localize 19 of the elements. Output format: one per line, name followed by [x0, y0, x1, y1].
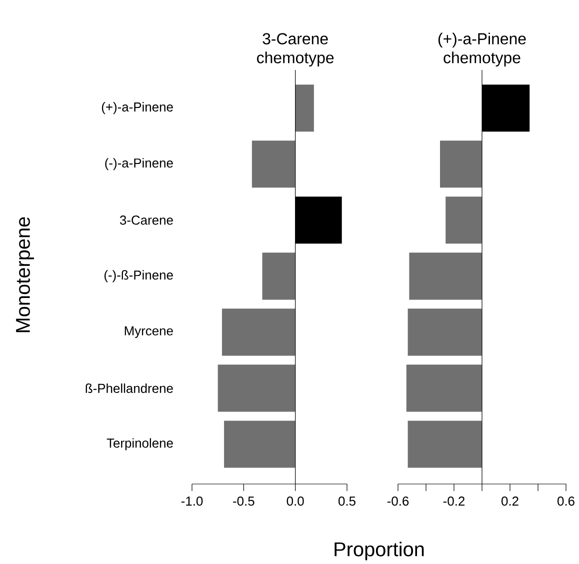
y-tick-label: Myrcene	[124, 326, 173, 338]
x-tick-label: -1.0	[181, 496, 203, 506]
x-tick-label: 0.5	[338, 496, 356, 506]
y-axis-title: Monoterpene	[16, 217, 34, 332]
x-tick-label: -0.5	[233, 496, 254, 506]
y-tick-label: (+)-a-Pinene	[102, 102, 173, 114]
x-axis-title: Proportion	[334, 542, 424, 560]
y-tick-label: (-)-ß-Pinene	[104, 270, 173, 282]
x-tick-label: -0.2	[443, 496, 465, 506]
x-tick-label: -0.6	[387, 496, 409, 506]
y-tick-label: Terpinolene	[106, 438, 173, 450]
y-tick-label: (-)-a-Pinene	[105, 158, 173, 170]
x-tick-label: 0.0	[286, 496, 304, 506]
y-tick-label: ß-Phellandrene	[86, 384, 173, 394]
chart-title: (+)-a-Pinene chemotype	[438, 32, 526, 67]
chart-title: 3-Carene chemotype	[257, 33, 334, 67]
y-tick-label: 3-Carene	[120, 216, 173, 225]
x-tick-label: 0.2	[502, 496, 518, 506]
x-tick-label: 0.6	[557, 496, 574, 506]
